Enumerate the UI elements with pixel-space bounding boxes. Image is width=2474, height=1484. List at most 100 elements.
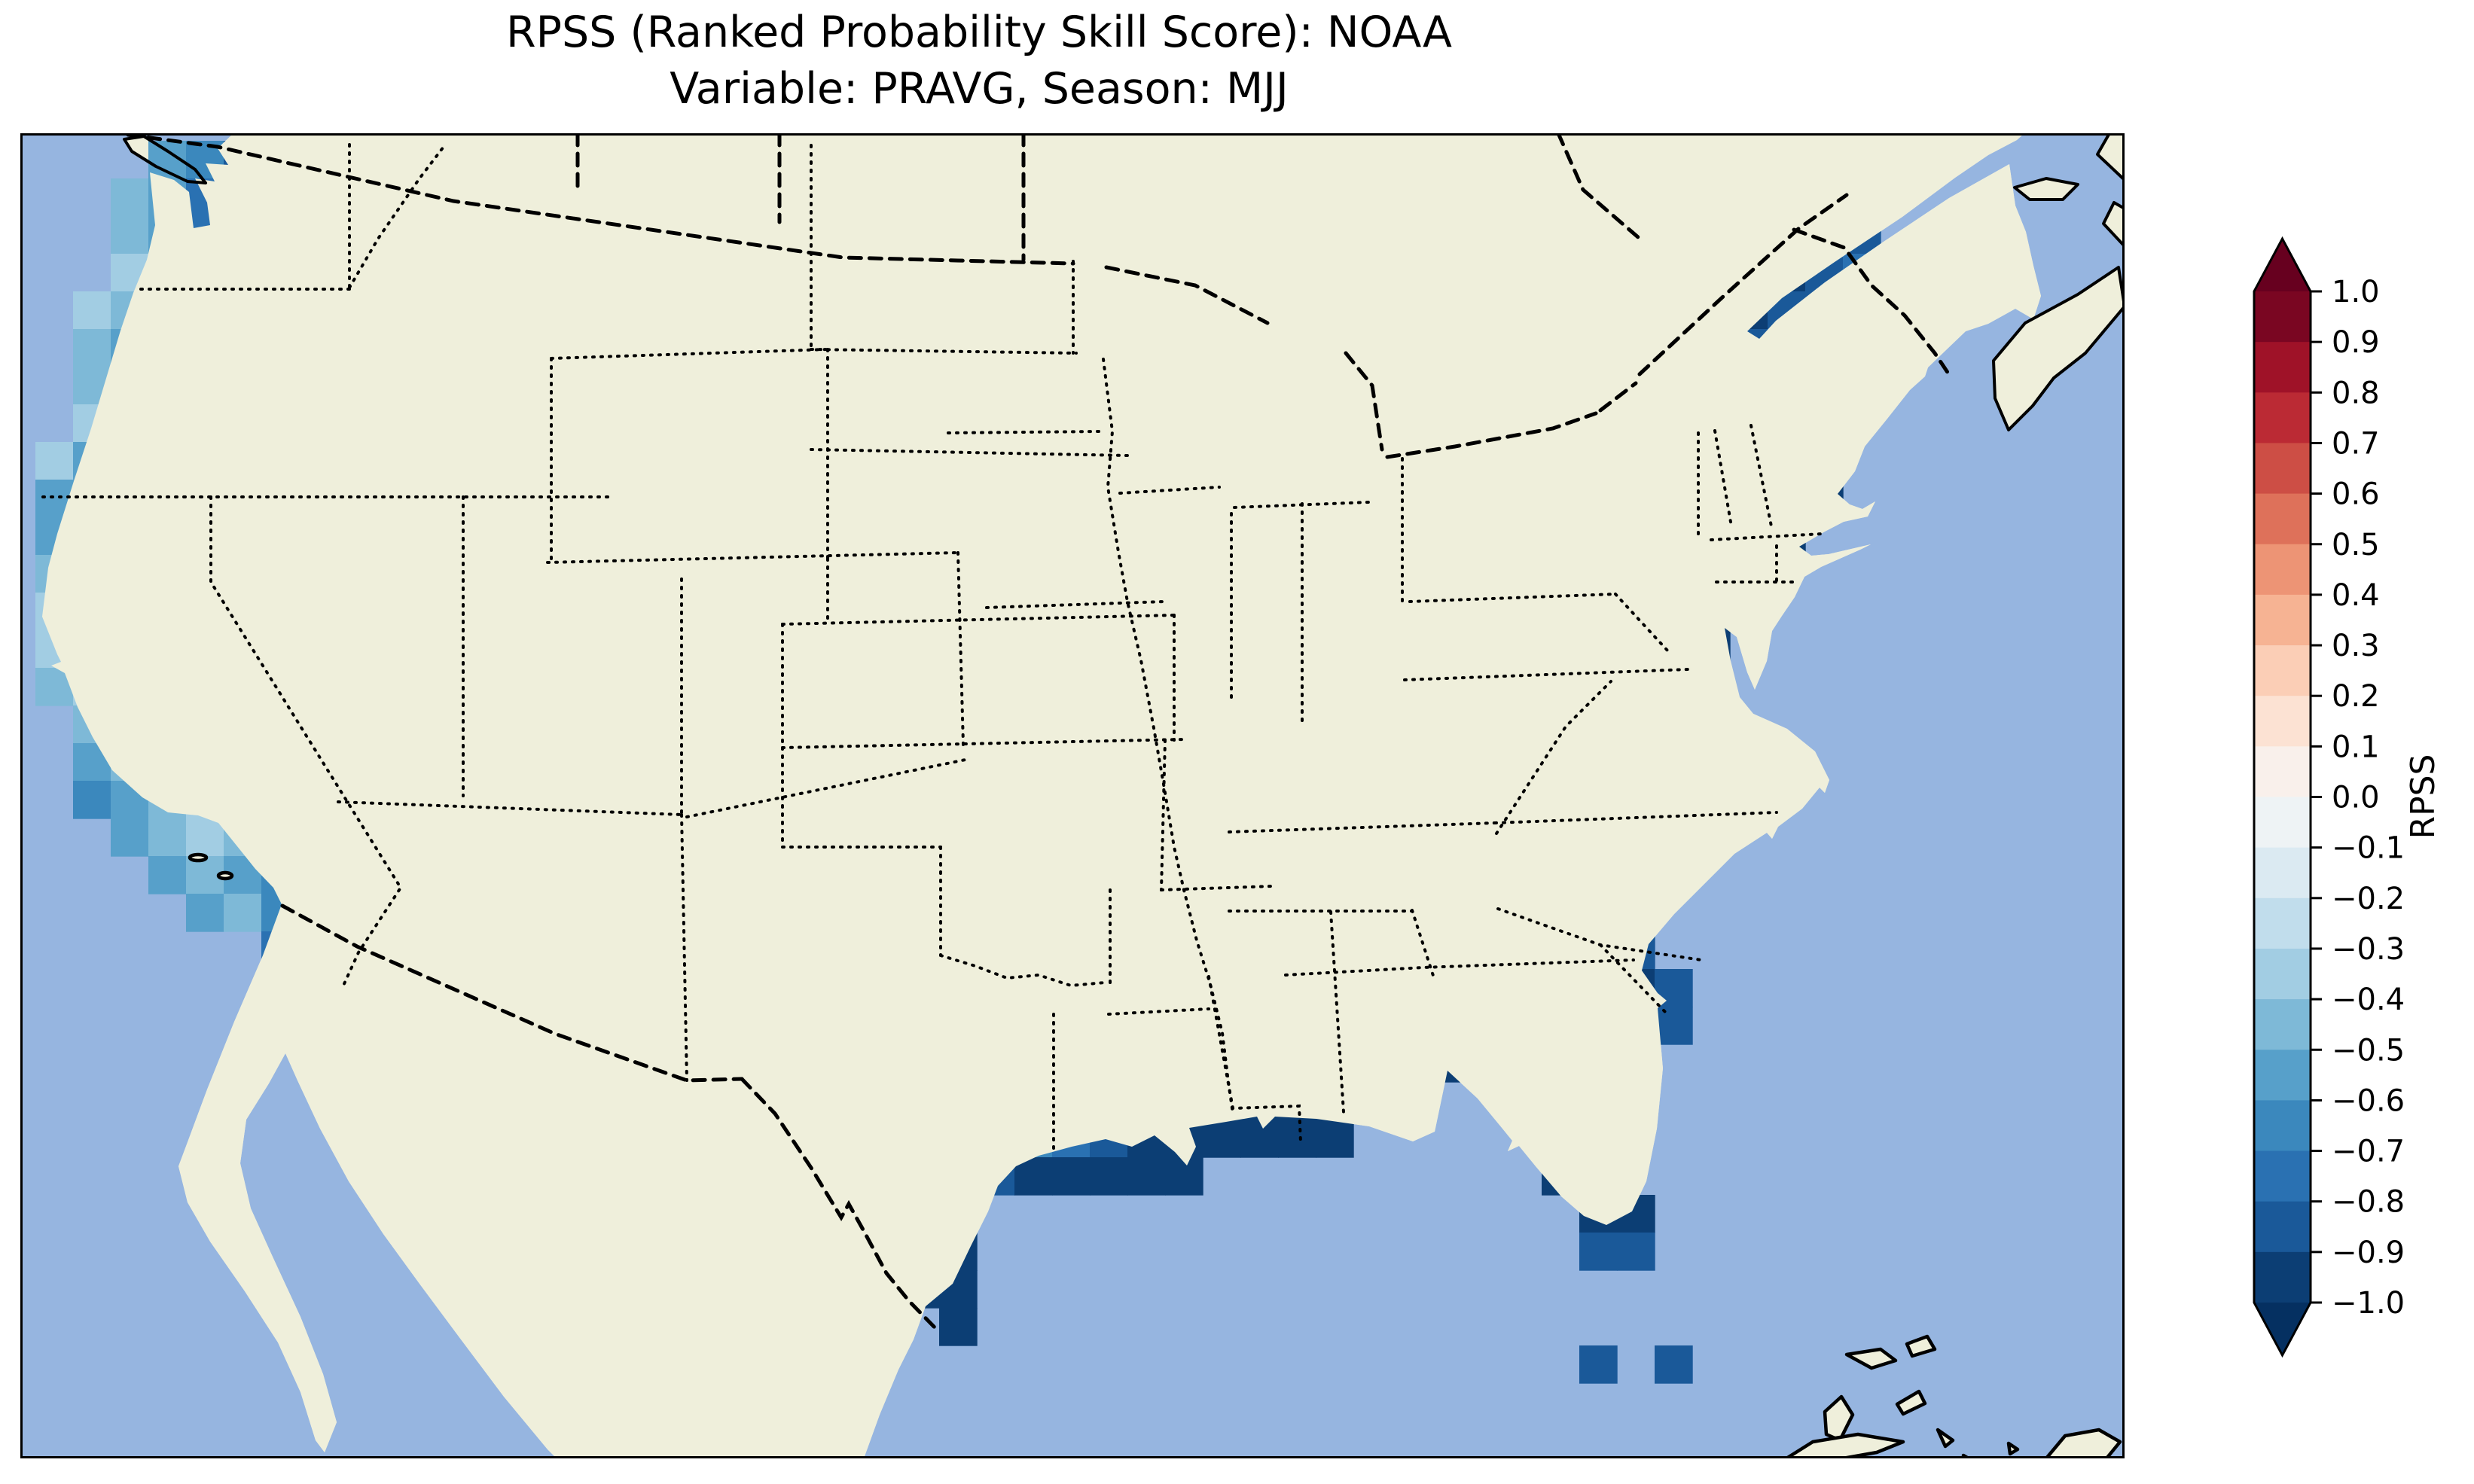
province-border [1556, 133, 1640, 239]
cay [2006, 1441, 2020, 1456]
nova-scotia [1994, 267, 2125, 430]
us-canada-border-lakes [1344, 351, 1384, 452]
map-panel [20, 133, 2125, 1458]
channel-island [216, 870, 234, 881]
colorbar-tick-label: 0.5 [2332, 528, 2380, 562]
colorbar-bin [2254, 1050, 2311, 1101]
grid-cell [939, 1308, 978, 1346]
island-coastlines [123, 133, 2125, 431]
colorbar-ticks [2311, 290, 2322, 1304]
grid-cell [186, 818, 224, 857]
colorbar-bin [2254, 696, 2311, 747]
grid-cell [1655, 1345, 1693, 1384]
grid-cell [148, 818, 187, 857]
eleuthera [1895, 1389, 1927, 1416]
colorbar-tick-label: −0.9 [2332, 1236, 2405, 1270]
colorbar-bin [2254, 746, 2311, 798]
bahamas-and-caribbean [188, 852, 2122, 1458]
grid-cell [1278, 1120, 1316, 1158]
colorbar-bin [2254, 443, 2311, 495]
us-mexico-border [280, 904, 744, 1083]
grid-cell [73, 291, 111, 330]
colorbar-bin [2254, 645, 2311, 696]
title-line-2: Variable: PRAVG, Season: MJJ [670, 64, 1289, 114]
colorbar-tick-label: 0.3 [2332, 629, 2380, 663]
colorbar-tick-label: −0.3 [2332, 932, 2405, 967]
colorbar-arrow-top [2254, 239, 2311, 291]
maine-canada-border [1792, 227, 1952, 378]
colorbar-bin [2254, 797, 2311, 849]
colorbar-tick-label: −1.0 [2332, 1286, 2405, 1321]
colorbar-tick-label: 0.9 [2332, 325, 2380, 360]
colorbar-bin [2254, 897, 2311, 949]
colorbar-bin [2254, 1150, 2311, 1202]
country-borders [126, 133, 1952, 1331]
colorbar-arrow-bottom [2254, 1303, 2311, 1355]
colorbar-axis-label: RPSS [2404, 754, 2442, 840]
colorbar-tick-label: 0.7 [2332, 426, 2380, 461]
colorbar-panel: 1.0 0.9 0.8 0.7 0.6 0.5 0.4 0.3 0.2 0.1 0.0 −0.1 −0.… [2229, 226, 2474, 1400]
colorbar-bin [2254, 342, 2311, 393]
grid-cell [1316, 1120, 1354, 1158]
colorbar-tick-label: 0.4 [2332, 578, 2380, 613]
colorbar-tick-label: −0.5 [2332, 1033, 2405, 1068]
grid-cell [73, 781, 111, 819]
colorbar-tick-label: −0.7 [2332, 1135, 2405, 1169]
grid-cell [1579, 1345, 1618, 1384]
grid-cell [73, 329, 111, 367]
us-canada-border-stlawrence [1637, 193, 1849, 376]
grand-bahama [1844, 1347, 1898, 1370]
us-canada-border [126, 133, 1075, 266]
us-canada-border-lakes [1598, 381, 1638, 413]
us-canada-border-lakes [1104, 265, 1270, 325]
colorbar-bin [2254, 948, 2311, 1000]
colorbar-tick-label: 0.1 [2332, 730, 2380, 764]
andros [1823, 1394, 1855, 1443]
grid-cell [1655, 1007, 1693, 1045]
colorbar-tick-label: −0.4 [2332, 983, 2405, 1017]
colorbar-bin [2254, 594, 2311, 646]
channel-island [188, 852, 209, 863]
colorbar-bin [2254, 1201, 2311, 1253]
us-canada-border-lakes [1385, 411, 1598, 459]
colorbar-bins [2254, 291, 2311, 1303]
grid-cell [186, 894, 224, 932]
cat-island [1936, 1428, 1955, 1449]
grid-cell [148, 856, 187, 894]
grid-cell [224, 894, 262, 932]
colorbar-tick-label: −0.6 [2332, 1083, 2405, 1118]
colorbar-bin [2254, 493, 2311, 545]
colorbar: 1.0 0.9 0.8 0.7 0.6 0.5 0.4 0.3 0.2 0.1 0.0 −0.1 −0.… [2253, 236, 2442, 1358]
colorbar-tick-label: −0.1 [2332, 831, 2405, 866]
map-frame [20, 133, 2125, 1458]
colorbar-tick-label: 0.0 [2332, 781, 2380, 815]
colorbar-bin [2254, 847, 2311, 899]
grid-cell [1579, 1233, 1618, 1271]
state-borders [41, 143, 1823, 1153]
colorbar-tick-label: 0.2 [2332, 679, 2380, 714]
us-map [20, 133, 2125, 1458]
grid-cell [111, 818, 149, 857]
colorbar-bin [2254, 291, 2311, 343]
colorbar-bin [2254, 999, 2311, 1050]
rio-grande-border [740, 1077, 938, 1331]
colorbar-tick-label: 0.6 [2332, 477, 2380, 512]
grid-cell [1240, 1120, 1279, 1158]
colorbar-tick-label: −0.8 [2332, 1185, 2405, 1220]
colorbar-bin [2254, 392, 2311, 444]
colorbar-tick-labels: 1.0 0.9 0.8 0.7 0.6 0.5 0.4 0.3 0.2 0.1 0.0 −0.1 −0.… [2332, 275, 2405, 1321]
title-line-1: RPSS (Ranked Probability Skill Score): N… [506, 8, 1452, 57]
grid-cell [35, 442, 74, 480]
abaco [1905, 1334, 1937, 1358]
colorbar-bin [2254, 544, 2311, 596]
grid-cell [1165, 1157, 1203, 1196]
grid-cell [1617, 1233, 1655, 1271]
grid-cell [111, 216, 149, 254]
grid-cell [1052, 1157, 1091, 1196]
hispaniola [2044, 1428, 2122, 1458]
grid-cell [1203, 1120, 1241, 1158]
colorbar-tick-label: −0.2 [2332, 882, 2405, 916]
grid-cell [111, 178, 149, 217]
colorbar-tick-label: 1.0 [2332, 275, 2380, 309]
grid-cell [1127, 1157, 1166, 1196]
